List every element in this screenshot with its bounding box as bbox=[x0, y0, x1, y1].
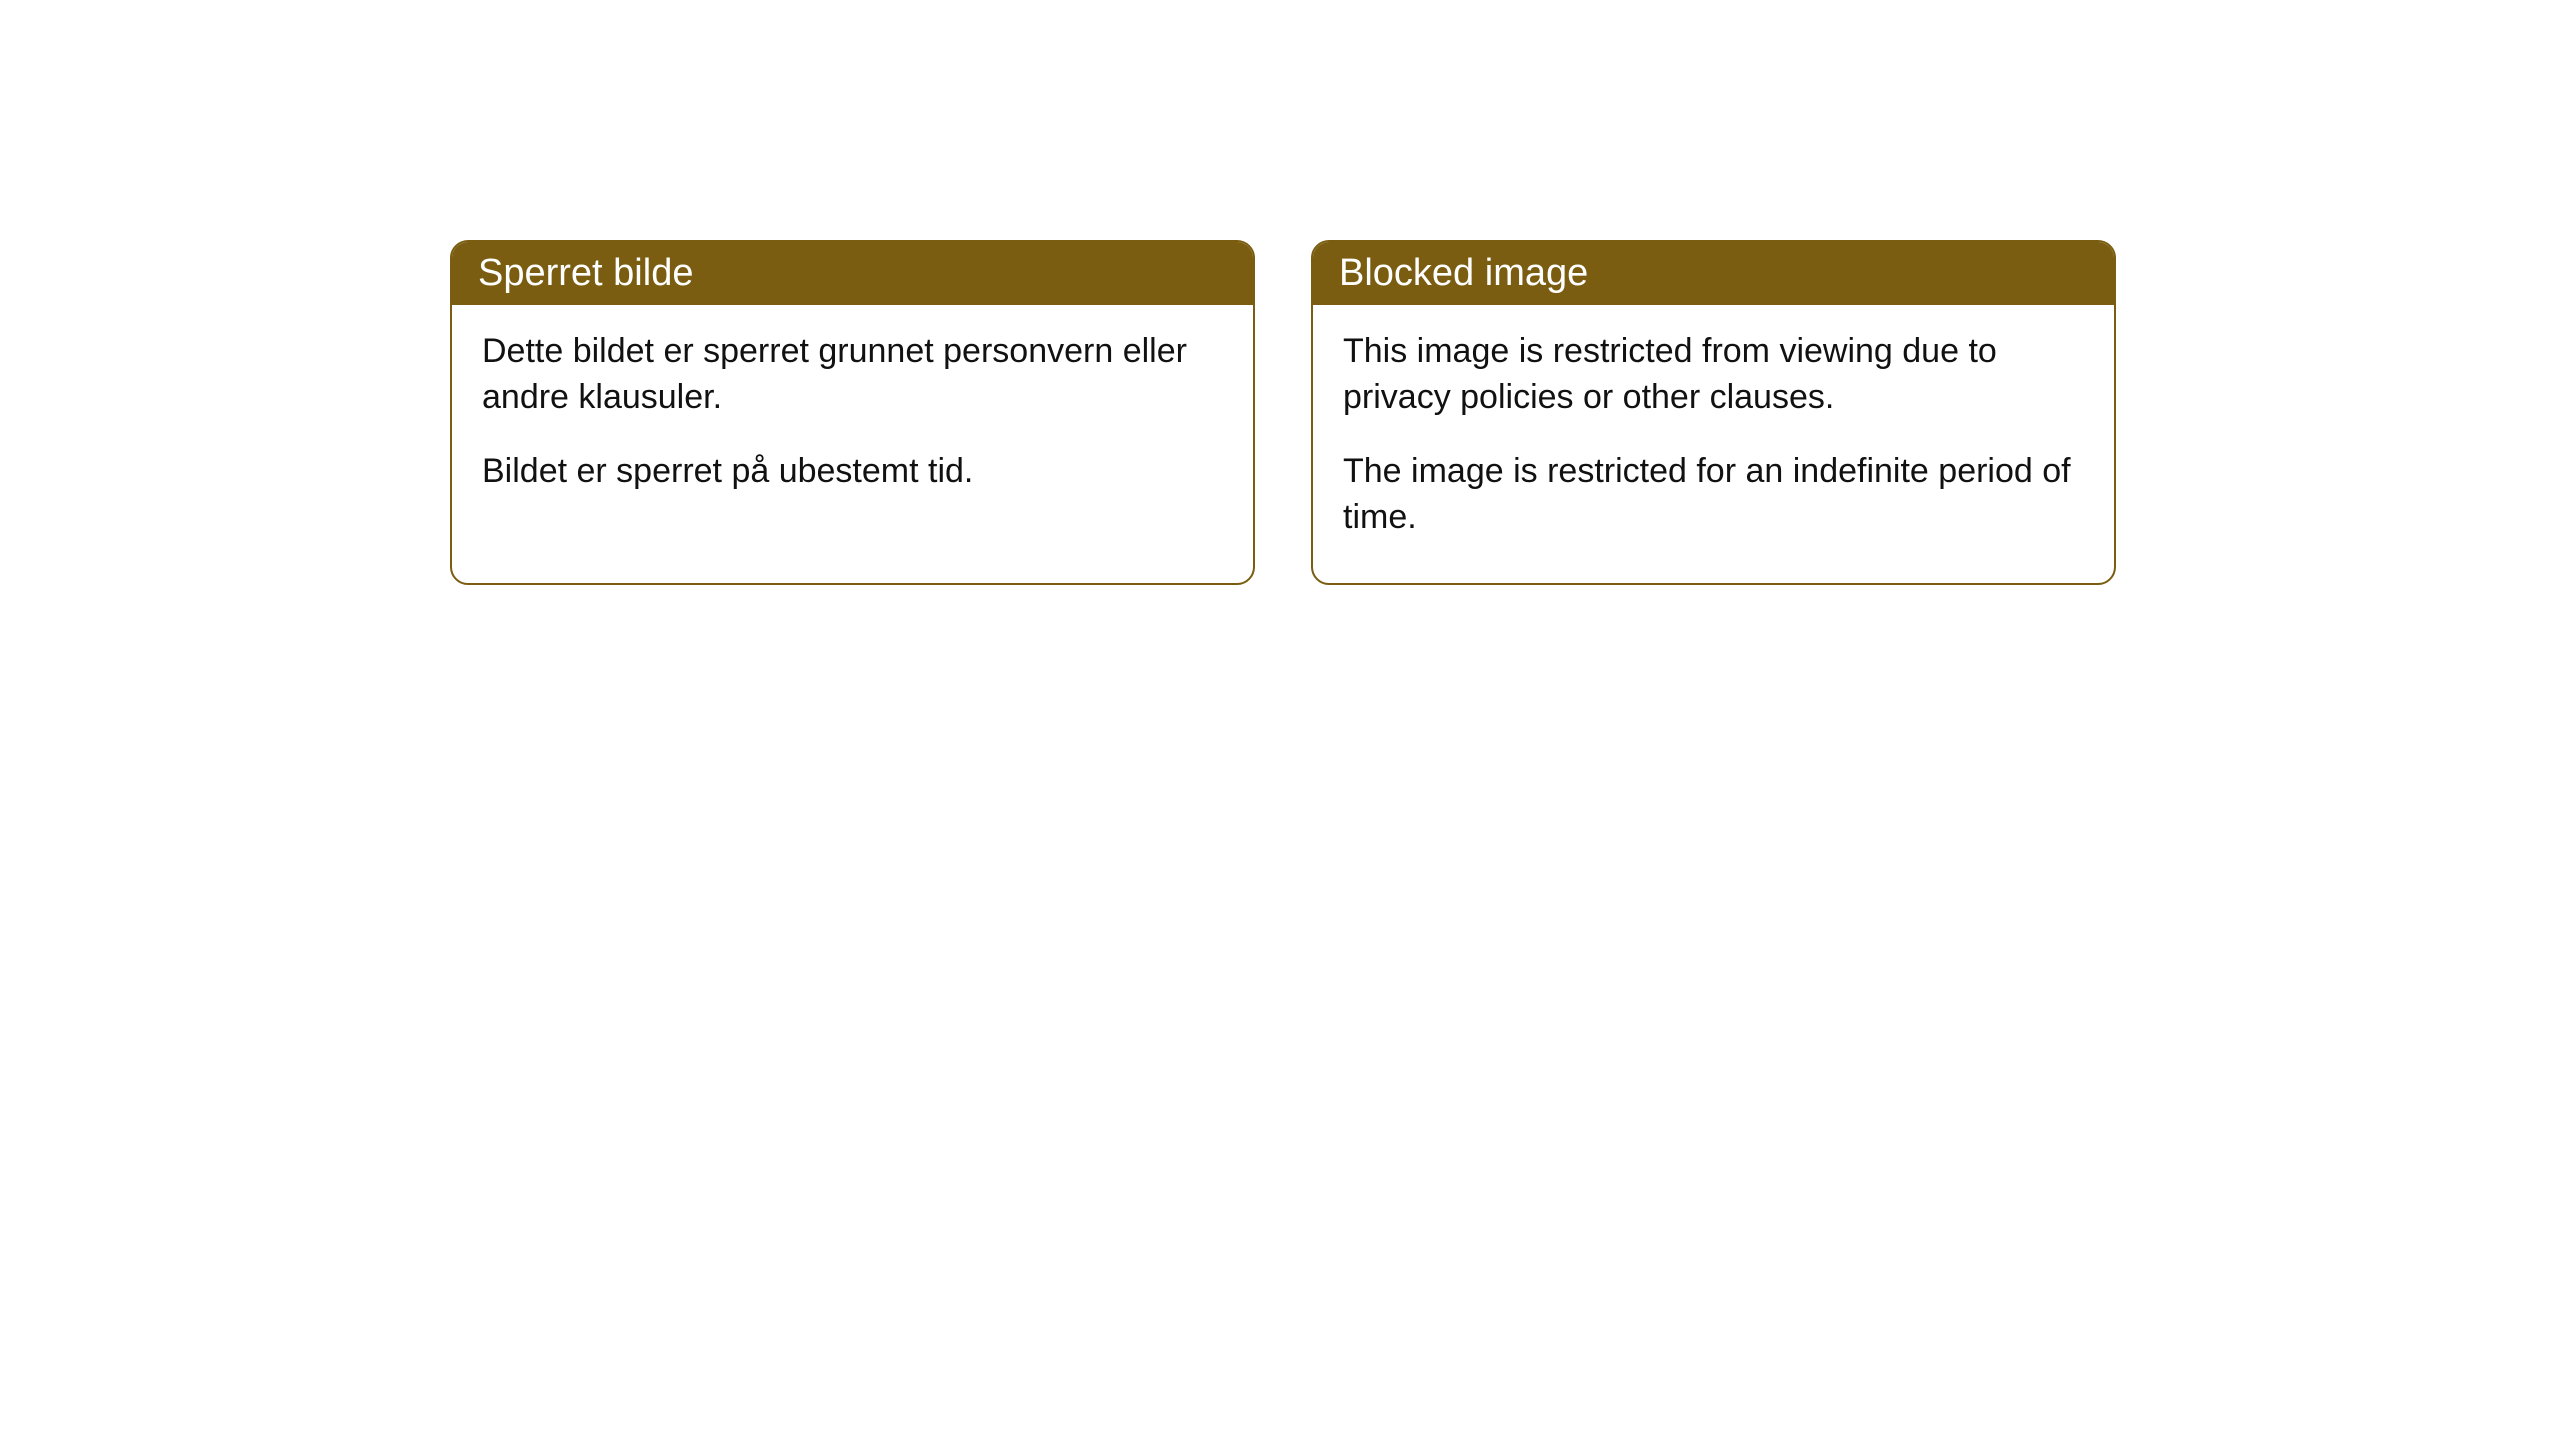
card-paragraph: The image is restricted for an indefinit… bbox=[1343, 449, 2084, 541]
notice-cards-container: Sperret bilde Dette bildet er sperret gr… bbox=[450, 240, 2560, 585]
card-paragraph: Dette bildet er sperret grunnet personve… bbox=[482, 329, 1223, 421]
card-paragraph: Bildet er sperret på ubestemt tid. bbox=[482, 449, 1223, 495]
card-title: Sperret bilde bbox=[478, 252, 693, 294]
notice-card-norwegian: Sperret bilde Dette bildet er sperret gr… bbox=[450, 240, 1255, 585]
notice-card-english: Blocked image This image is restricted f… bbox=[1311, 240, 2116, 585]
card-body-norwegian: Dette bildet er sperret grunnet personve… bbox=[452, 305, 1253, 537]
card-body-english: This image is restricted from viewing du… bbox=[1313, 305, 2114, 583]
card-header-english: Blocked image bbox=[1313, 242, 2114, 305]
card-header-norwegian: Sperret bilde bbox=[452, 242, 1253, 305]
card-paragraph: This image is restricted from viewing du… bbox=[1343, 329, 2084, 421]
card-title: Blocked image bbox=[1339, 252, 1588, 294]
